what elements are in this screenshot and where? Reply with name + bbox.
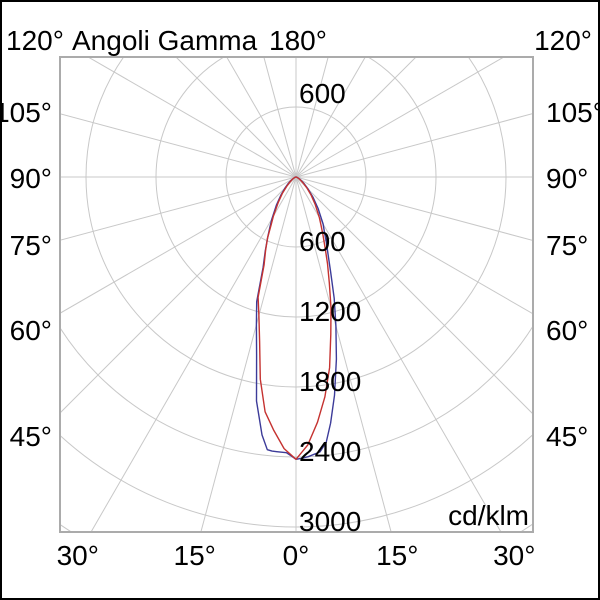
grid-radial-line — [295, 176, 533, 315]
grid-radial-line — [60, 176, 297, 314]
gamma-label-left-75: 75° — [10, 230, 52, 261]
photometric-red-curve — [257, 176, 332, 460]
grid-radial-line — [87, 57, 297, 178]
gamma-label-120-left: 120° — [6, 25, 64, 56]
grid-ring — [225, 106, 367, 248]
intensity-label: 2400 — [299, 436, 361, 467]
gamma-label-bottom-15: 15° — [174, 540, 216, 571]
intensity-label: 3000 — [299, 506, 361, 537]
grid-radial-line — [295, 57, 417, 178]
gamma-label-right-75: 75° — [546, 230, 588, 261]
gamma-label-left-45: 45° — [10, 421, 52, 452]
gamma-label-120-right: 120° — [534, 25, 592, 56]
grid-ring — [85, 57, 507, 388]
gamma-label-left-105: 105° — [2, 97, 52, 128]
gamma-label-left-60: 60° — [10, 315, 52, 346]
grid-radial-line — [60, 176, 297, 414]
plot-frame — [59, 56, 534, 533]
grid-radial-line — [175, 57, 297, 178]
gamma-label-left-90: 90° — [10, 163, 52, 194]
units-label: cd/klm — [448, 500, 529, 531]
grid-radial-line — [295, 176, 533, 242]
gamma-label-bottom-30: 30° — [57, 540, 99, 571]
intensity-label-top: 600 — [299, 78, 346, 109]
grid-ring — [155, 57, 437, 318]
grid-radial-line — [200, 176, 297, 532]
gamma-label-right-45: 45° — [546, 421, 588, 452]
grid-radial-line — [295, 176, 392, 532]
grid-ring — [60, 433, 533, 528]
grid-radial-line — [295, 57, 329, 178]
intensity-label: 600 — [299, 226, 346, 257]
intensity-label: 1200 — [299, 296, 361, 327]
grid-radial-line — [295, 176, 533, 415]
gamma-label-bottom-0: 0° — [283, 540, 310, 571]
grid-radial-line — [295, 57, 505, 178]
grid-radial-line — [226, 57, 297, 178]
gamma-label-bottom-15: 15° — [376, 540, 418, 571]
gamma-label-180: 180° — [269, 25, 327, 56]
gamma-label-right-60: 60° — [546, 315, 588, 346]
gamma-label-right-90: 90° — [546, 163, 588, 194]
grid-radial-line — [60, 176, 297, 241]
grid-radial-line — [60, 113, 297, 178]
intensity-label: 1800 — [299, 366, 361, 397]
grid-ring — [60, 325, 533, 458]
grid-radial-line — [90, 176, 297, 532]
grid-radial-line — [295, 112, 533, 178]
grid-radial-line — [263, 57, 297, 178]
grid-radial-line — [295, 176, 502, 532]
page-title: Angoli Gamma — [72, 25, 258, 56]
gamma-label-bottom-30: 30° — [493, 540, 535, 571]
gamma-label-right-105: 105° — [546, 97, 598, 128]
grid-radial-line — [295, 57, 366, 178]
